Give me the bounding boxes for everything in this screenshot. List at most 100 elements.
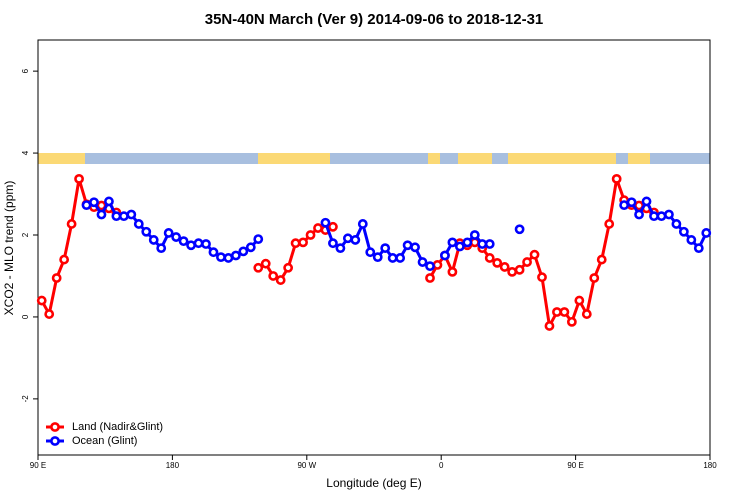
data-point	[290, 238, 301, 249]
data-point	[268, 271, 279, 281]
ocean-strip	[38, 153, 710, 164]
data-point	[223, 253, 234, 263]
data-point	[432, 260, 443, 270]
data-point	[604, 219, 615, 229]
data-point	[126, 209, 137, 220]
data-point	[81, 200, 92, 210]
data-point	[589, 273, 600, 283]
data-point	[395, 253, 406, 263]
data-point	[313, 223, 323, 233]
data-point	[693, 243, 704, 254]
data-point	[163, 228, 174, 238]
data-point	[51, 273, 62, 283]
land-strip	[258, 153, 330, 164]
plot-frame	[37, 39, 711, 456]
data-point	[96, 209, 107, 220]
data-point	[596, 254, 607, 265]
data-point	[566, 316, 577, 327]
data-point	[36, 295, 47, 306]
x-tick-label: 0	[439, 461, 444, 470]
data-point	[574, 295, 585, 306]
data-point	[469, 230, 480, 240]
data-point	[544, 321, 555, 331]
data-point	[193, 238, 204, 249]
data-point	[537, 272, 547, 283]
y-tick-label: 4	[21, 150, 30, 155]
data-point	[664, 209, 674, 220]
data-point	[529, 249, 540, 260]
x-tick-label: 90 W	[297, 461, 316, 470]
land-strip	[628, 153, 650, 164]
data-point	[260, 258, 271, 269]
y-tick-label: 6	[21, 68, 30, 73]
y-tick-label: 0	[21, 314, 30, 319]
data-point	[402, 240, 413, 251]
data-point	[649, 211, 659, 222]
data-point	[417, 257, 428, 267]
data-point	[305, 230, 316, 240]
x-tick-label: 180	[166, 461, 180, 470]
data-point	[440, 250, 450, 261]
data-point	[66, 219, 77, 229]
legend-symbol	[50, 422, 60, 432]
data-point	[133, 219, 144, 229]
data-point	[656, 211, 667, 222]
data-point	[454, 241, 465, 252]
x-axis-label: Longitude (deg E)	[326, 476, 421, 490]
data-point	[686, 235, 697, 245]
data-point	[335, 243, 346, 254]
data-point	[514, 224, 525, 235]
data-point	[499, 262, 510, 272]
data-point	[275, 275, 286, 285]
data-point	[253, 234, 264, 245]
data-point	[425, 273, 435, 283]
data-point	[178, 236, 189, 247]
data-point	[141, 226, 152, 237]
data-point	[484, 253, 495, 263]
data-point	[357, 219, 368, 229]
y-axis-label: XCO2 - MLO trend (ppm)	[2, 181, 16, 316]
data-point	[641, 196, 652, 207]
data-point	[581, 309, 592, 319]
data-point	[634, 209, 644, 220]
data-point	[522, 257, 532, 267]
data-point	[678, 226, 689, 237]
legend: Land (Nadir&Glint) Ocean (Glint)	[46, 421, 163, 447]
data-point	[245, 242, 256, 253]
data-point	[238, 246, 249, 257]
data-point	[671, 219, 682, 229]
data-point	[328, 238, 338, 249]
data-point	[230, 250, 241, 261]
series-line	[40, 177, 655, 328]
data-point	[372, 252, 383, 263]
x-tick-label: 90 E	[30, 461, 46, 470]
data-point	[619, 200, 630, 210]
data-point	[320, 217, 331, 228]
data-point	[216, 252, 226, 263]
data-point	[342, 233, 353, 244]
data-point	[365, 247, 376, 258]
land-ocean-strip	[38, 153, 710, 164]
data-point	[484, 239, 495, 249]
data-point	[298, 237, 308, 248]
data-point	[111, 211, 122, 222]
data-point	[118, 211, 129, 222]
data-point	[171, 232, 182, 242]
legend-label: Ocean (Glint)	[72, 435, 137, 447]
data-point	[462, 237, 473, 248]
y-tick-label: 2	[21, 232, 30, 237]
data-point	[350, 235, 361, 245]
data-point	[611, 173, 622, 184]
data-point	[514, 264, 525, 275]
data-point	[89, 197, 99, 208]
x-tick-label: 180	[703, 461, 717, 470]
data-point	[410, 242, 420, 253]
chart-title: 35N-40N March (Ver 9) 2014-09-06 to 2018…	[205, 11, 544, 28]
data-point	[425, 261, 435, 272]
land-strip	[508, 153, 616, 164]
data-point	[44, 309, 55, 319]
data-point	[253, 262, 264, 273]
data-point	[156, 243, 167, 254]
data-point	[447, 266, 458, 277]
